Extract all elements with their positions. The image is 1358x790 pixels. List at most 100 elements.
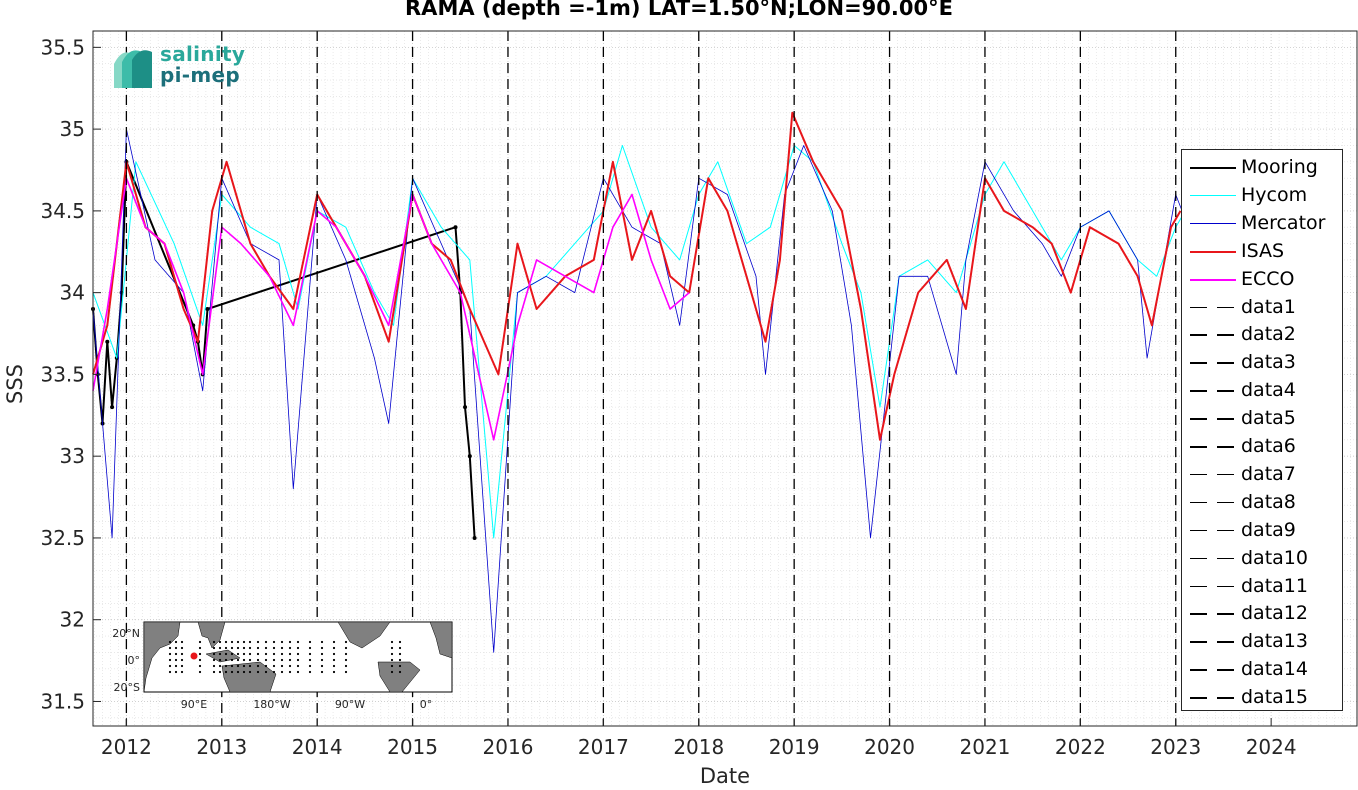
inset-lat-label: 0° [128, 654, 141, 667]
x-tick-label: 2020 [864, 735, 915, 759]
inset-mooring-dot [272, 658, 276, 662]
legend-label: data4 [1241, 379, 1296, 402]
plot-area [93, 31, 1357, 726]
x-tick-label: 2024 [1246, 735, 1297, 759]
inset-mooring-dot [332, 658, 336, 662]
inset-mooring-dot [236, 670, 240, 674]
inset-mooring-dot [332, 664, 336, 668]
inset-mooring-dot [236, 646, 240, 650]
legend-label: data15 [1241, 686, 1308, 709]
legend-swatch [1190, 585, 1236, 587]
inset-mooring-dot [288, 658, 292, 662]
inset-mooring-dot [280, 646, 284, 650]
x-tick-label: 2018 [673, 735, 724, 759]
inset-mooring-dot [320, 652, 324, 656]
inset-mooring-dot [398, 646, 402, 650]
plot-frame [92, 30, 1358, 727]
inset-mooring-dot [264, 646, 268, 650]
inset-mooring-dot [242, 658, 246, 662]
legend-label: data10 [1241, 546, 1308, 569]
inset-mooring-dot [390, 670, 394, 674]
inset-mooring-dot [218, 664, 222, 668]
inset-mooring-dot [224, 670, 228, 674]
inset-mooring-dot [288, 640, 292, 644]
inset-mooring-dot [174, 646, 178, 650]
inset-mooring-dot [344, 658, 348, 662]
legend-label: data13 [1241, 630, 1308, 653]
legend-item: ISAS [1182, 238, 1342, 266]
inset-mooring-dot [198, 640, 202, 644]
legend-swatch [1190, 418, 1236, 420]
inset-mooring-dot [320, 664, 324, 668]
inset-mooring-dot [236, 640, 240, 644]
logo-line-1: salinity [160, 42, 246, 66]
inset-mooring-dot [212, 670, 216, 674]
inset-mooring-dot [398, 670, 402, 674]
legend-item: Mooring [1182, 154, 1342, 182]
inset-mooring-dot [218, 640, 222, 644]
inset-mooring-dot [272, 652, 276, 656]
inset-mooring-dot [168, 664, 172, 668]
legend-label: Hycom [1241, 183, 1308, 206]
inset-mooring-dot [242, 646, 246, 650]
legend-label: data14 [1241, 658, 1308, 681]
inset-mooring-dot [296, 664, 300, 668]
x-tick-label: 2012 [101, 735, 152, 759]
inset-map-land [143, 621, 453, 693]
inset-mooring-dot [264, 664, 268, 668]
inset-lon-label: 180°W [253, 698, 290, 711]
inset-mooring-dot [264, 640, 268, 644]
inset-mooring-dot [218, 670, 222, 674]
inset-mooring-dot [180, 640, 184, 644]
legend-swatch [1190, 278, 1236, 281]
inset-mooring-dot [248, 646, 252, 650]
legend-label: data3 [1241, 351, 1296, 374]
inset-mooring-dot [168, 670, 172, 674]
legend-item: data13 [1182, 628, 1342, 656]
inset-mooring-dot [272, 664, 276, 668]
legend-swatch [1190, 362, 1236, 364]
inset-mooring-dot [242, 652, 246, 656]
legend-item: data11 [1182, 573, 1342, 601]
series-point-mooring [463, 405, 468, 410]
inset-lon-label: 90°E [181, 698, 207, 711]
inset-mooring-dot [264, 652, 268, 656]
legend-swatch [1190, 194, 1236, 197]
y-tick-label: 35 [60, 117, 85, 141]
legend-label: ECCO [1241, 267, 1295, 290]
legend-item: data9 [1182, 517, 1342, 545]
legend-label: data6 [1241, 435, 1296, 457]
series-point-mooring [453, 225, 458, 230]
legend-item: data12 [1182, 600, 1342, 628]
x-tick-label: 2016 [483, 735, 534, 759]
x-tick-label: 2014 [292, 735, 343, 759]
inset-mooring-dot [344, 640, 348, 644]
inset-lat-label: 20°S [114, 681, 140, 694]
legend-label: data2 [1241, 323, 1296, 346]
inset-mooring-dot [344, 652, 348, 656]
inset-mooring-dot [344, 670, 348, 674]
inset-mooring-dot [264, 658, 268, 662]
inset-mooring-dot [256, 670, 260, 674]
x-tick-label: 2013 [196, 735, 247, 759]
inset-mooring-dot [288, 664, 292, 668]
inset-mooring-dot [332, 670, 336, 674]
inset-mooring-dot [332, 652, 336, 656]
y-axis-label: SSS [3, 364, 27, 404]
inset-mooring-dot [230, 658, 234, 662]
inset-mooring-dot [248, 664, 252, 668]
x-tick-label: 2021 [960, 735, 1011, 759]
legend-label: data7 [1241, 462, 1296, 485]
legend-item: Mercator [1182, 210, 1342, 238]
inset-mooring-dot [230, 646, 234, 650]
inset-mooring-dot [280, 640, 284, 644]
legend-item: data10 [1182, 545, 1342, 573]
inset-mooring-dot [344, 646, 348, 650]
inset-mooring-dot [272, 640, 276, 644]
inset-mooring-dot [256, 658, 260, 662]
series-point-mooring [110, 405, 115, 410]
logo-line-2: pi-mep [160, 63, 240, 87]
inset-mooring-dot [180, 652, 184, 656]
inset-mooring-dot [236, 664, 240, 668]
